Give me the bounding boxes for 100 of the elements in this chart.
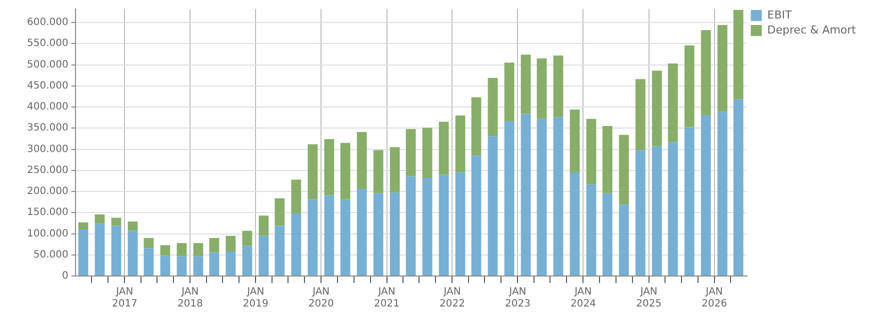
x-tick-label: JAN 2025 — [636, 286, 662, 310]
bar — [274, 198, 285, 226]
bar — [668, 64, 678, 142]
bar — [422, 128, 432, 178]
bar — [209, 238, 220, 252]
bar — [488, 136, 498, 276]
bar — [291, 213, 302, 276]
bar — [160, 245, 170, 256]
bar — [586, 118, 596, 184]
bar — [635, 150, 646, 276]
y-tick-label: 50.000 — [33, 249, 68, 260]
y-tick-label: 100.000 — [26, 228, 68, 240]
bar — [488, 78, 498, 136]
bar — [504, 62, 514, 121]
bar — [340, 199, 350, 276]
bar — [684, 127, 694, 276]
bar — [553, 55, 564, 118]
bar — [128, 222, 138, 231]
x-tick-label: JAN 2024 — [570, 286, 596, 310]
bar — [176, 243, 187, 256]
bar — [553, 117, 564, 276]
x-tick-label: JAN 2019 — [242, 286, 268, 310]
bar — [684, 45, 694, 128]
bar — [618, 134, 629, 205]
bar — [536, 118, 547, 276]
bar — [111, 226, 122, 276]
bar — [373, 193, 384, 276]
bar — [406, 128, 416, 176]
bar — [520, 54, 531, 114]
y-tick-label: 0 — [62, 270, 68, 282]
x-tick-label: JAN 2017 — [112, 286, 138, 310]
bar — [356, 132, 367, 189]
bar — [226, 236, 236, 252]
bar — [308, 144, 318, 200]
bar — [733, 10, 744, 100]
bar — [242, 246, 252, 276]
bar — [390, 192, 400, 276]
legend-label: Deprec & Amort — [767, 23, 857, 36]
bar — [258, 216, 269, 236]
bar — [324, 139, 334, 196]
bar — [390, 147, 400, 192]
bar — [94, 214, 105, 224]
x-tick-label: JAN 2026 — [702, 286, 728, 310]
bar — [618, 204, 629, 276]
bar — [438, 122, 449, 175]
bar — [635, 79, 646, 150]
bar — [128, 230, 138, 276]
bar — [717, 112, 728, 276]
bar — [176, 256, 187, 276]
y-tick-label: 550.000 — [26, 38, 68, 50]
bar — [668, 142, 678, 276]
x-tick-label: JAN 2022 — [440, 286, 465, 310]
x-tick-label: JAN 2023 — [505, 286, 530, 310]
bar — [242, 230, 252, 246]
bar — [356, 188, 367, 276]
legend-label: EBIT — [767, 8, 792, 22]
bar — [652, 70, 662, 146]
bar — [160, 256, 170, 276]
bar — [144, 248, 154, 276]
bar — [324, 195, 334, 276]
y-tick-label: 150.000 — [26, 207, 68, 218]
bar — [111, 218, 122, 226]
bar — [193, 256, 204, 276]
bar — [700, 30, 711, 116]
bar — [504, 120, 514, 276]
y-tick-label: 600.000 — [26, 17, 68, 28]
bar — [455, 172, 466, 276]
bar — [78, 230, 88, 276]
y-tick-label: 350.000 — [26, 122, 68, 134]
y-tick-label: 200.000 — [26, 186, 68, 198]
bar — [209, 252, 220, 276]
bar — [570, 172, 580, 276]
bar — [471, 156, 482, 276]
y-tick-label: 450.000 — [26, 80, 68, 92]
y-tick-label: 500.000 — [26, 59, 68, 70]
bar — [471, 97, 482, 156]
bar — [373, 150, 384, 194]
x-tick-label: JAN 2021 — [374, 286, 400, 310]
bar — [226, 251, 236, 276]
bar — [308, 199, 318, 276]
y-tick-label: 300.000 — [26, 144, 68, 155]
bar — [652, 146, 662, 276]
bar — [536, 58, 547, 119]
bar — [586, 184, 596, 276]
bar — [94, 224, 105, 276]
bar — [193, 243, 204, 256]
bar — [700, 115, 711, 276]
bar — [291, 180, 302, 214]
bar — [602, 126, 612, 194]
bar — [520, 114, 531, 276]
bar — [406, 176, 416, 276]
x-tick-label: JAN 2018 — [177, 286, 203, 310]
bar — [602, 193, 612, 276]
bar — [340, 142, 350, 200]
bar — [733, 99, 744, 276]
bar — [274, 226, 285, 276]
bar — [438, 174, 449, 276]
y-tick-label: 400.000 — [26, 102, 68, 113]
bar — [78, 222, 88, 230]
bar — [455, 115, 466, 172]
